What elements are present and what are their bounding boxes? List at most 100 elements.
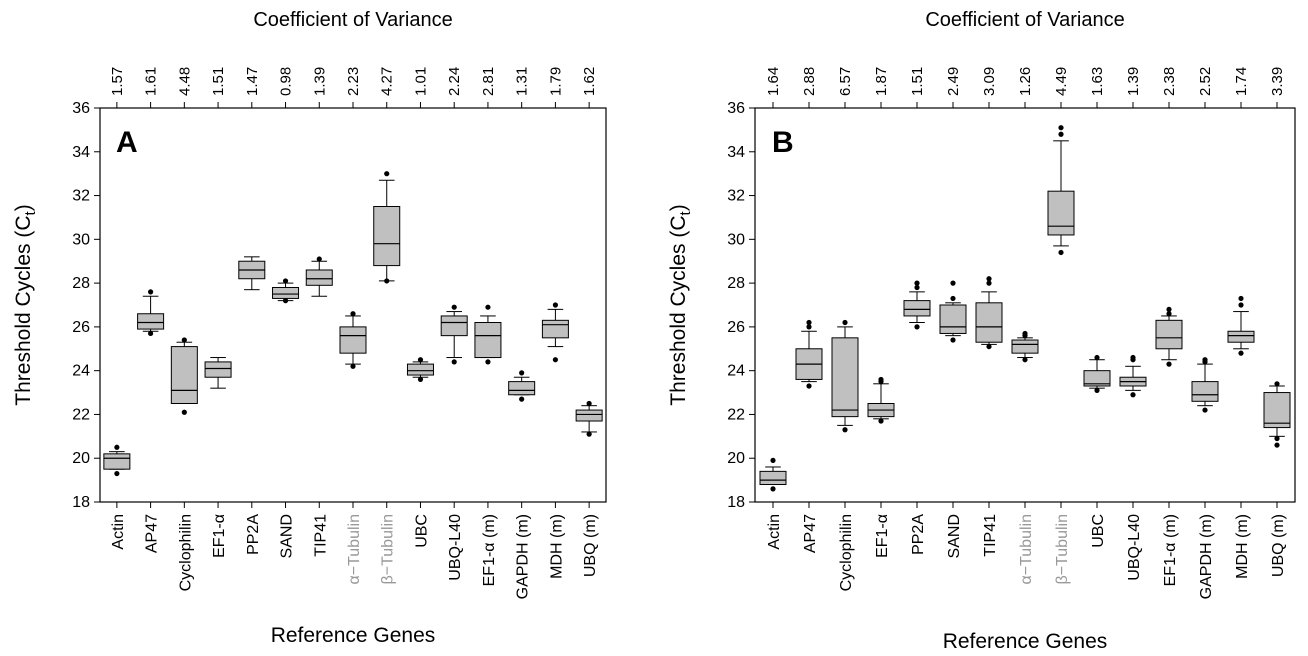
outlier-point: [114, 444, 120, 450]
box: [939, 304, 967, 334]
outlier-point: [1130, 392, 1136, 398]
cv-label: 4.27: [379, 67, 396, 96]
outlier-point: [586, 400, 592, 407]
box-plot-10: [406, 357, 434, 383]
outlier-point: [350, 363, 356, 369]
box-plot-10: [1083, 354, 1111, 393]
box: [1047, 190, 1075, 236]
x-tick-label: EF1-α: [211, 514, 228, 558]
outlier-point: [519, 396, 525, 402]
outlier-point: [842, 427, 848, 433]
x-tick-label: AP47: [144, 514, 161, 553]
outlier-point: [316, 256, 322, 262]
y-axis-title-main: Threshold Cycles (C: [667, 215, 690, 405]
cv-label: 4.48: [176, 67, 193, 96]
box: [406, 363, 434, 376]
y-axis-title: Threshold Cycles (Ct): [12, 204, 39, 405]
cv-label: 2.49: [945, 67, 962, 96]
outlier-point: [914, 284, 920, 291]
chart-panel-a: 18 20 22 24 26 28 30 32 34 36 Threshold Cycles (Ct…: [12, 9, 607, 647]
x-tick-label: β−Tubulin: [380, 514, 397, 584]
y-axis-title: Threshold Cycles (Ct): [667, 204, 694, 405]
box: [975, 302, 1003, 343]
outlier-point: [1238, 295, 1244, 302]
cv-label: 6.57: [837, 67, 854, 96]
box-plot-12: [1155, 306, 1183, 367]
outlier-point: [986, 280, 992, 286]
cv-label: 1.39: [311, 67, 328, 96]
outlier-point: [552, 357, 559, 363]
y-tick-label: 30: [72, 231, 90, 248]
box-plot-3: [170, 337, 198, 415]
cv-label: 2.23: [345, 67, 362, 96]
y-tick-label: 34: [727, 144, 745, 161]
outlier-point: [914, 324, 920, 330]
box-plot-11: [440, 304, 468, 365]
box: [305, 269, 333, 286]
x-tick-label: Actin: [766, 514, 783, 550]
outlier-point: [282, 298, 289, 304]
x-tick-label: EF1-α: [874, 514, 891, 558]
box-plot-4: [867, 376, 895, 424]
y-tick-label: 20: [727, 450, 745, 467]
box-plot-13: [508, 370, 536, 402]
cv-label: 3.39: [1269, 67, 1286, 96]
box-plot-7: [305, 256, 333, 297]
x-tick-label: GAPDH (m): [515, 514, 532, 599]
x-tick-label: PP2A: [910, 514, 927, 555]
outlier-point: [1058, 249, 1064, 256]
top-axis-title: Coefficient of Variance: [925, 9, 1124, 31]
box-plot-14: [1227, 295, 1255, 356]
y-tick-label: 18: [727, 494, 745, 511]
outlier-point: [417, 376, 424, 383]
cv-label: 1.62: [581, 67, 598, 96]
y-tick-label: 28: [72, 275, 90, 292]
x-tick-label: TIP41: [982, 514, 999, 557]
x-tick-label: UBQ (m): [582, 514, 599, 577]
outlier-point: [350, 311, 356, 317]
x-tick-label: Cyclophilin: [177, 514, 194, 591]
outlier-point: [1022, 330, 1028, 337]
y-axis-title-close: ): [12, 204, 35, 211]
x-tick-label: MDH (m): [548, 514, 565, 579]
cv-label: 2.81: [480, 67, 497, 96]
box-plot-12: [474, 304, 502, 365]
outlier-point: [384, 278, 390, 284]
box: [373, 206, 401, 267]
outlier-point: [417, 357, 424, 363]
y-tick-label: 22: [72, 406, 90, 423]
plot-frame: [99, 107, 607, 503]
x-tick-label: UBC: [1090, 514, 1107, 548]
x-tick-label: EF1-α (m): [481, 514, 498, 586]
y-tick-label: 26: [727, 319, 745, 336]
cv-label: 2.24: [446, 67, 463, 96]
x-tick-label: TIP41: [312, 514, 329, 557]
outlier-point: [1058, 125, 1064, 131]
x-tick-label: EF1-α (m): [1162, 514, 1179, 586]
outlier-point: [986, 343, 992, 350]
outlier-point: [950, 337, 956, 343]
box: [272, 286, 300, 299]
y-tick-label: 18: [72, 494, 90, 511]
outlier-point: [1274, 435, 1280, 442]
cv-label: 1.57: [109, 67, 126, 96]
outlier-point: [519, 370, 525, 376]
box-plot-7: [975, 276, 1003, 350]
box: [103, 453, 131, 470]
outlier-point: [770, 486, 776, 492]
y-tick-label: 34: [72, 144, 90, 161]
box-plot-8: [339, 311, 367, 369]
outlier-point: [1058, 131, 1064, 137]
outlier-point: [1166, 361, 1172, 367]
x-tick-label: AP47: [802, 514, 819, 553]
box-plot-3: [831, 319, 859, 433]
x-tick-label: UBQ (m): [1270, 514, 1287, 577]
box-plot-14: [541, 302, 569, 363]
box-plot-9: [1047, 125, 1075, 256]
y-tick-label: 20: [72, 450, 90, 467]
outlier-point: [806, 319, 812, 326]
cv-label: 1.51: [210, 67, 227, 96]
x-tick-label: UBQ-L40: [1126, 514, 1143, 581]
outlier-point: [950, 295, 956, 302]
outlier-point: [586, 431, 592, 437]
